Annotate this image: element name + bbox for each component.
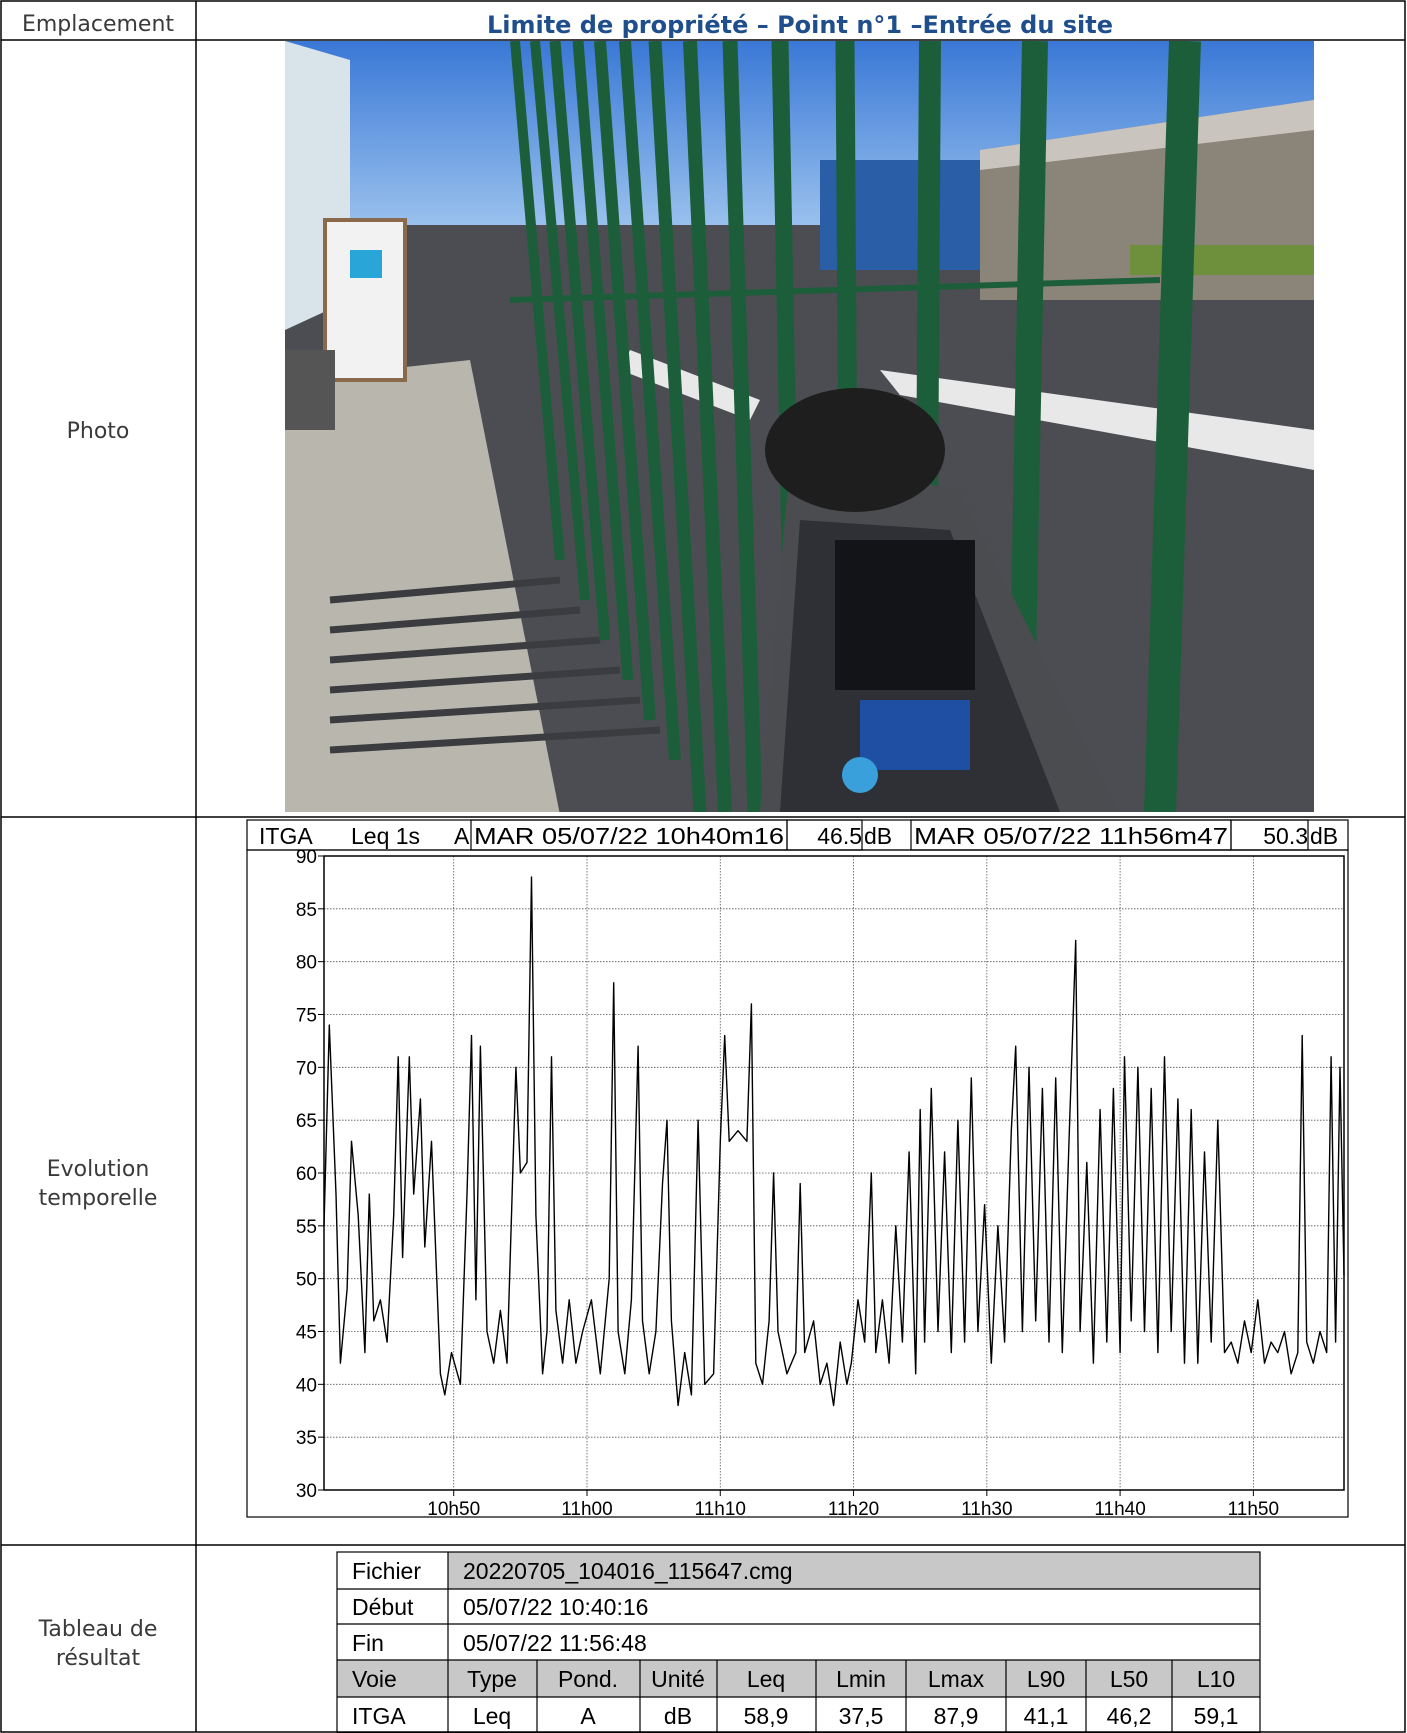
header-l10: L10 xyxy=(1197,1666,1235,1692)
header-type: Type xyxy=(467,1666,517,1692)
chart-x-ticks: 10h50 11h00 11h10 11h20 11h30 11h40 11h50 xyxy=(427,1490,1279,1520)
chart-plot-area xyxy=(323,855,1345,1491)
series-line-0 xyxy=(323,876,1345,1407)
chart-header-start-unit: dB xyxy=(864,823,892,849)
chart-header-channel: ITGA xyxy=(259,823,313,849)
y-tick-label: 90 xyxy=(296,847,317,868)
row-unite: dB xyxy=(664,1703,692,1729)
chart-header-measure: Leq 1s xyxy=(351,823,420,849)
end-value: 05/07/22 11:56:48 xyxy=(463,1630,647,1656)
header-leq: Leq xyxy=(747,1666,785,1692)
x-tick-label: 11h40 xyxy=(1094,1499,1145,1520)
chart-frame xyxy=(246,849,1349,1518)
label-results-2: résultat xyxy=(56,1646,141,1671)
row-lmin: 37,5 xyxy=(839,1703,884,1729)
y-tick-label: 70 xyxy=(296,1058,317,1079)
start-value: 05/07/22 10:40:16 xyxy=(463,1594,648,1620)
header-unite: Unité xyxy=(651,1666,705,1692)
file-value: 20220705_104016_115647.cmg xyxy=(463,1558,793,1584)
header-l50: L50 xyxy=(1110,1666,1148,1692)
header-voie: Voie xyxy=(352,1666,397,1692)
header-lmax: Lmax xyxy=(928,1666,985,1692)
chart-header-end-datetime: MAR 05/07/22 11h56m47 xyxy=(914,823,1228,849)
chart-header-start-value: 46.5 xyxy=(817,823,862,849)
header-lmin: Lmin xyxy=(836,1666,886,1692)
y-tick-label: 80 xyxy=(296,953,317,974)
label-evolution-2: temporelle xyxy=(39,1186,158,1211)
y-tick-label: 45 xyxy=(296,1323,317,1344)
row-l10: 59,1 xyxy=(1194,1703,1239,1729)
y-tick-label: 85 xyxy=(296,900,317,921)
x-tick-label: 11h30 xyxy=(961,1499,1012,1520)
row-l90: 41,1 xyxy=(1024,1703,1069,1729)
label-location: Emplacement xyxy=(22,12,174,37)
y-tick-label: 40 xyxy=(296,1375,317,1396)
chart-series xyxy=(323,876,1345,1407)
y-tick-label: 30 xyxy=(296,1481,317,1502)
chart-header-end-value: 50.3 xyxy=(1263,823,1308,849)
x-tick-label: 11h50 xyxy=(1228,1499,1279,1520)
noise-chart: ITGA Leq 1s A MAR 05/07/22 10h40m16 46.5… xyxy=(246,819,1349,1520)
header-row-bg xyxy=(337,1660,1260,1697)
y-tick-label: 75 xyxy=(296,1006,317,1027)
label-evolution-1: Evolution xyxy=(47,1157,150,1182)
chart-header-end-unit: dB xyxy=(1310,823,1338,849)
x-tick-label: 11h10 xyxy=(695,1499,746,1520)
row-type: Leq xyxy=(473,1703,511,1729)
row-lmax: 87,9 xyxy=(934,1703,979,1729)
y-tick-label: 60 xyxy=(296,1164,317,1185)
header-l90: L90 xyxy=(1027,1666,1065,1692)
x-tick-label: 11h00 xyxy=(561,1499,612,1520)
results-grid xyxy=(336,1551,1261,1733)
results-table: Fichier 20220705_104016_115647.cmg Début… xyxy=(336,1551,1261,1733)
y-tick-label: 50 xyxy=(296,1270,317,1291)
file-label: Fichier xyxy=(352,1558,421,1584)
row-l50: 46,2 xyxy=(1107,1703,1152,1729)
x-tick-label: 10h50 xyxy=(427,1499,480,1520)
site-photo xyxy=(285,41,1314,812)
y-tick-label: 35 xyxy=(296,1428,317,1449)
label-photo: Photo xyxy=(67,419,130,444)
header-pond: Pond. xyxy=(558,1666,618,1692)
location-title: Limite de propriété – Point n°1 –Entrée … xyxy=(487,11,1113,39)
row-leq: 58,9 xyxy=(744,1703,789,1729)
end-label: Fin xyxy=(352,1630,384,1656)
x-tick-label: 11h20 xyxy=(828,1499,879,1520)
chart-header-start-datetime: MAR 05/07/22 10h40m16 xyxy=(474,823,784,849)
chart-header-weighting: A xyxy=(454,823,470,849)
file-row-bg xyxy=(448,1552,1260,1589)
label-results-1: Tableau de xyxy=(38,1617,158,1642)
y-tick-label: 65 xyxy=(296,1111,317,1132)
row-voie: ITGA xyxy=(352,1703,406,1729)
row-pond: A xyxy=(580,1703,596,1729)
y-tick-label: 55 xyxy=(296,1217,317,1238)
chart-y-ticks: 90 85 80 75 70 65 60 55 50 45 40 35 30 xyxy=(296,847,324,1502)
start-label: Début xyxy=(352,1594,414,1620)
